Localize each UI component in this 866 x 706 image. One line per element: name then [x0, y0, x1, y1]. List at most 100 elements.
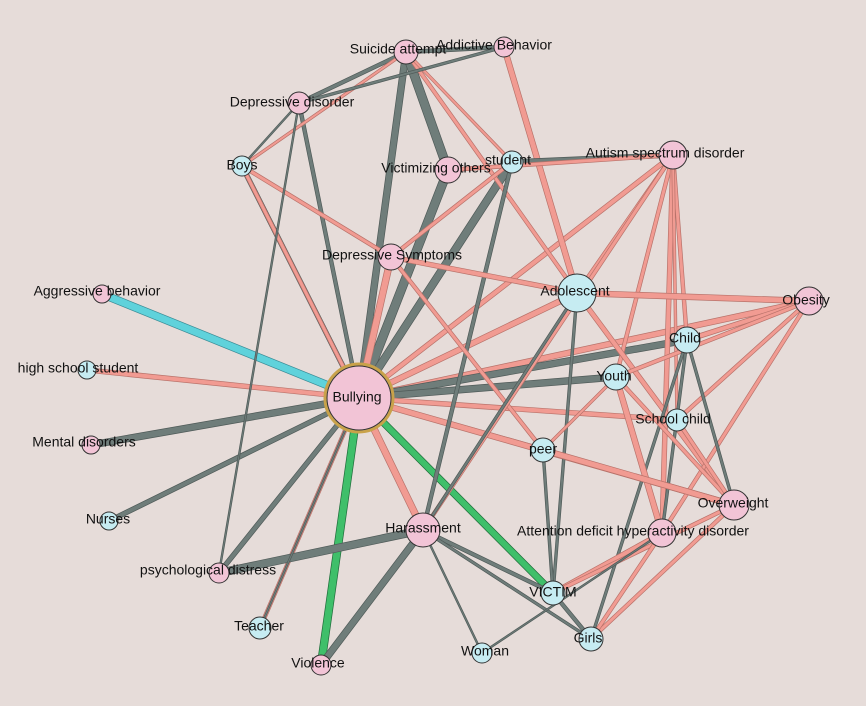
edge: [404, 50, 579, 295]
node-label: Depressive Symptoms: [322, 247, 462, 263]
node-label: Violence: [291, 655, 345, 671]
node: [81, 435, 101, 455]
edge: [589, 503, 736, 641]
edge: [357, 396, 679, 422]
edge: [356, 374, 619, 401]
edge: [297, 50, 408, 105]
edge: [501, 44, 580, 296]
node: [99, 511, 119, 531]
node: [248, 616, 272, 640]
node: [673, 326, 701, 354]
node-label: student: [485, 152, 531, 168]
node-label: Teacher: [234, 618, 284, 634]
edge: [217, 396, 361, 575]
edge: [675, 299, 811, 422]
node-label: Girls: [574, 630, 603, 646]
node: [500, 150, 524, 174]
edge: [540, 447, 737, 508]
node-label: Boys: [226, 157, 257, 173]
node-label: Depressive disorder: [230, 94, 355, 110]
node-label: Mental disorders: [32, 434, 136, 450]
node-ring: [323, 362, 395, 434]
edge: [88, 395, 362, 448]
edge: [589, 531, 664, 641]
edge: [218, 102, 300, 574]
edge: [481, 532, 663, 654]
node-label: Victimizing others: [381, 160, 490, 176]
edge: [422, 292, 578, 531]
edge: [356, 49, 409, 401]
edge: [552, 292, 578, 594]
node-label: VICTIM: [529, 584, 576, 600]
edge: [661, 339, 688, 534]
edge: [98, 290, 363, 402]
node: [326, 365, 392, 431]
edge: [356, 395, 556, 596]
node-label: Autism spectrum disorder: [586, 145, 745, 161]
node: [540, 580, 566, 606]
edge: [85, 368, 361, 400]
node: [530, 437, 556, 463]
node: [493, 36, 515, 58]
edge: [614, 153, 675, 379]
node-label: Suicide attempt: [350, 41, 447, 57]
edge: [241, 51, 407, 167]
edge: [298, 46, 505, 104]
node-label: Attention deficit hyperactivity disorder: [517, 523, 749, 539]
node-label: Nurses: [86, 511, 130, 527]
edge: [542, 449, 554, 594]
node-label: Adolescent: [540, 283, 609, 299]
node: [602, 363, 630, 391]
node: [231, 155, 253, 177]
node: [578, 626, 604, 652]
edge: [357, 153, 675, 400]
node: [794, 286, 824, 316]
node-label: Harassment: [385, 520, 461, 536]
edge: [404, 45, 506, 54]
edge: [590, 339, 688, 640]
edge: [317, 394, 363, 669]
edge: [421, 160, 514, 532]
node: [77, 360, 97, 380]
edge: [421, 528, 555, 595]
edge: [574, 290, 812, 304]
node-label: Obesity: [782, 292, 829, 308]
node: [92, 284, 112, 304]
edge: [259, 397, 360, 629]
node: [647, 518, 677, 548]
edge: [614, 375, 736, 507]
edge: [355, 158, 516, 402]
edge: [613, 374, 665, 536]
edge: [107, 396, 361, 523]
edge: [297, 101, 361, 400]
edge: [389, 255, 579, 295]
edge: [446, 153, 675, 172]
edge: [675, 418, 736, 507]
node-label: high school student: [18, 360, 139, 376]
edge: [389, 160, 514, 259]
node-label: peer: [529, 441, 557, 457]
edge: [241, 102, 300, 167]
edge: [422, 529, 592, 640]
edge: [356, 337, 690, 401]
node: [658, 140, 688, 170]
edge: [542, 376, 617, 451]
node: [718, 489, 750, 521]
node-label: Aggressive behavior: [34, 283, 161, 299]
edge: [614, 299, 811, 379]
node-label: psychological distress: [140, 562, 276, 578]
node: [557, 273, 597, 313]
edge: [660, 153, 675, 535]
node-label: Youth: [596, 368, 631, 384]
edge: [686, 339, 735, 506]
node: [393, 39, 419, 65]
node-label: School child: [635, 411, 711, 427]
node: [434, 156, 462, 184]
edge: [355, 166, 452, 402]
node-label: Woman: [461, 643, 509, 659]
edge: [318, 527, 426, 668]
node: [377, 243, 405, 271]
